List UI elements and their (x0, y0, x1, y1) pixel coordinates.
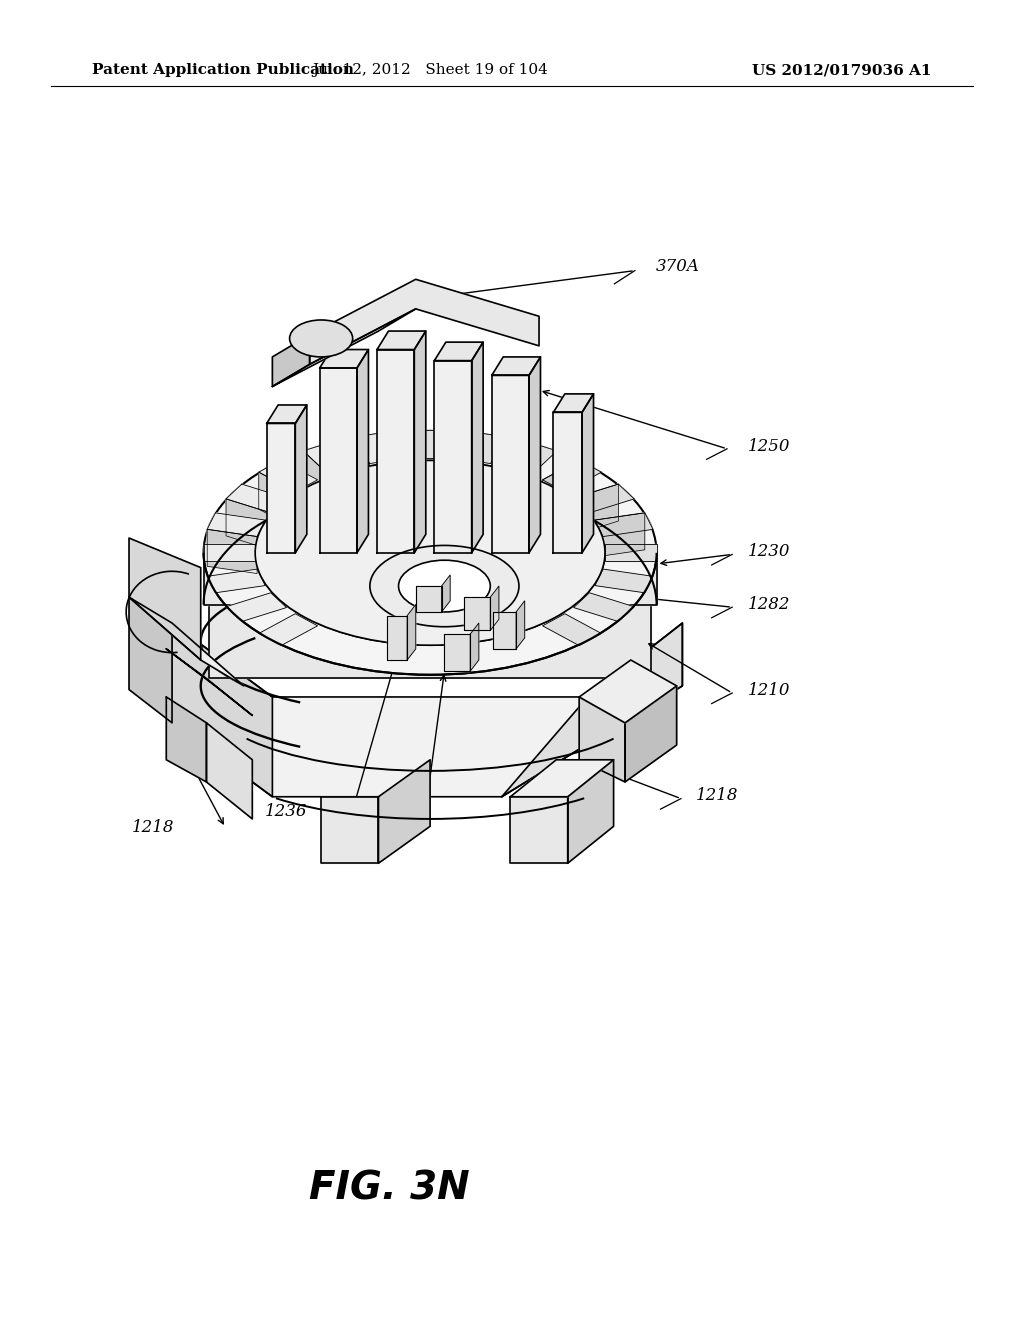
Text: 1282: 1282 (748, 597, 791, 612)
Polygon shape (415, 331, 426, 553)
Polygon shape (444, 634, 470, 671)
Polygon shape (207, 513, 265, 536)
Polygon shape (416, 586, 441, 612)
Polygon shape (595, 513, 645, 557)
Polygon shape (460, 432, 473, 496)
Text: 1218: 1218 (696, 788, 739, 804)
Polygon shape (259, 461, 317, 492)
Polygon shape (510, 760, 613, 797)
Polygon shape (377, 350, 415, 553)
Polygon shape (129, 539, 201, 660)
Text: US 2012/0179036 A1: US 2012/0179036 A1 (753, 63, 932, 78)
Polygon shape (266, 424, 295, 553)
Polygon shape (494, 612, 516, 649)
Polygon shape (272, 335, 309, 387)
Polygon shape (580, 660, 677, 723)
Text: 1270: 1270 (356, 817, 399, 833)
Polygon shape (465, 597, 490, 631)
Polygon shape (504, 442, 529, 503)
Polygon shape (226, 499, 270, 550)
Text: Patent Application Publication: Patent Application Publication (92, 63, 354, 78)
Polygon shape (209, 605, 651, 678)
Polygon shape (309, 280, 539, 364)
Text: Jul. 12, 2012   Sheet 19 of 104: Jul. 12, 2012 Sheet 19 of 104 (312, 63, 548, 78)
Polygon shape (625, 686, 677, 781)
Polygon shape (379, 760, 430, 863)
Polygon shape (172, 623, 272, 797)
Text: 370A: 370A (655, 259, 699, 275)
Polygon shape (434, 342, 483, 360)
Polygon shape (582, 393, 594, 553)
Polygon shape (204, 544, 255, 561)
Ellipse shape (255, 461, 605, 645)
Polygon shape (377, 331, 426, 350)
Polygon shape (595, 569, 653, 593)
Text: 1218: 1218 (131, 820, 174, 836)
Polygon shape (319, 368, 357, 553)
Ellipse shape (370, 545, 519, 627)
Polygon shape (387, 615, 408, 660)
Polygon shape (166, 697, 207, 781)
Polygon shape (492, 356, 541, 375)
Text: 1250: 1250 (748, 438, 791, 454)
Polygon shape (259, 473, 295, 529)
Polygon shape (573, 484, 618, 535)
Polygon shape (573, 593, 634, 622)
Polygon shape (319, 350, 369, 368)
Polygon shape (356, 432, 400, 463)
Polygon shape (226, 484, 287, 513)
Text: 1236: 1236 (264, 804, 307, 820)
Ellipse shape (204, 430, 656, 675)
Polygon shape (543, 461, 580, 517)
Polygon shape (129, 597, 172, 723)
Polygon shape (460, 432, 504, 463)
Text: FIG. 3N: FIG. 3N (309, 1170, 469, 1208)
Text: 1230: 1230 (748, 544, 791, 560)
Polygon shape (356, 437, 370, 500)
Ellipse shape (398, 560, 490, 612)
Polygon shape (166, 649, 252, 715)
Polygon shape (207, 569, 265, 593)
Polygon shape (472, 342, 483, 553)
Polygon shape (543, 614, 601, 645)
Polygon shape (543, 461, 601, 492)
Ellipse shape (290, 319, 352, 356)
Polygon shape (322, 797, 379, 863)
Polygon shape (207, 723, 252, 818)
Polygon shape (226, 593, 287, 622)
Polygon shape (129, 597, 244, 686)
Polygon shape (504, 442, 557, 475)
Polygon shape (434, 360, 472, 553)
Polygon shape (553, 393, 594, 412)
Polygon shape (605, 544, 656, 561)
Ellipse shape (255, 461, 605, 645)
Polygon shape (492, 375, 529, 553)
Polygon shape (303, 451, 329, 512)
Polygon shape (415, 430, 445, 458)
Polygon shape (303, 442, 356, 475)
Polygon shape (295, 405, 307, 553)
Polygon shape (441, 576, 451, 612)
Polygon shape (510, 797, 567, 863)
Polygon shape (266, 405, 307, 424)
Polygon shape (207, 529, 257, 573)
Polygon shape (580, 697, 625, 781)
Polygon shape (204, 553, 656, 605)
Polygon shape (357, 350, 369, 553)
Polygon shape (516, 601, 524, 649)
Polygon shape (470, 623, 479, 671)
Polygon shape (573, 484, 634, 513)
Polygon shape (502, 623, 682, 797)
Polygon shape (490, 586, 499, 631)
Polygon shape (529, 356, 541, 553)
Polygon shape (172, 623, 682, 797)
Polygon shape (259, 614, 317, 645)
Polygon shape (567, 760, 613, 863)
Text: 1210: 1210 (748, 682, 791, 698)
Polygon shape (553, 412, 582, 553)
Polygon shape (408, 605, 416, 660)
Polygon shape (595, 513, 653, 536)
Polygon shape (272, 309, 416, 387)
